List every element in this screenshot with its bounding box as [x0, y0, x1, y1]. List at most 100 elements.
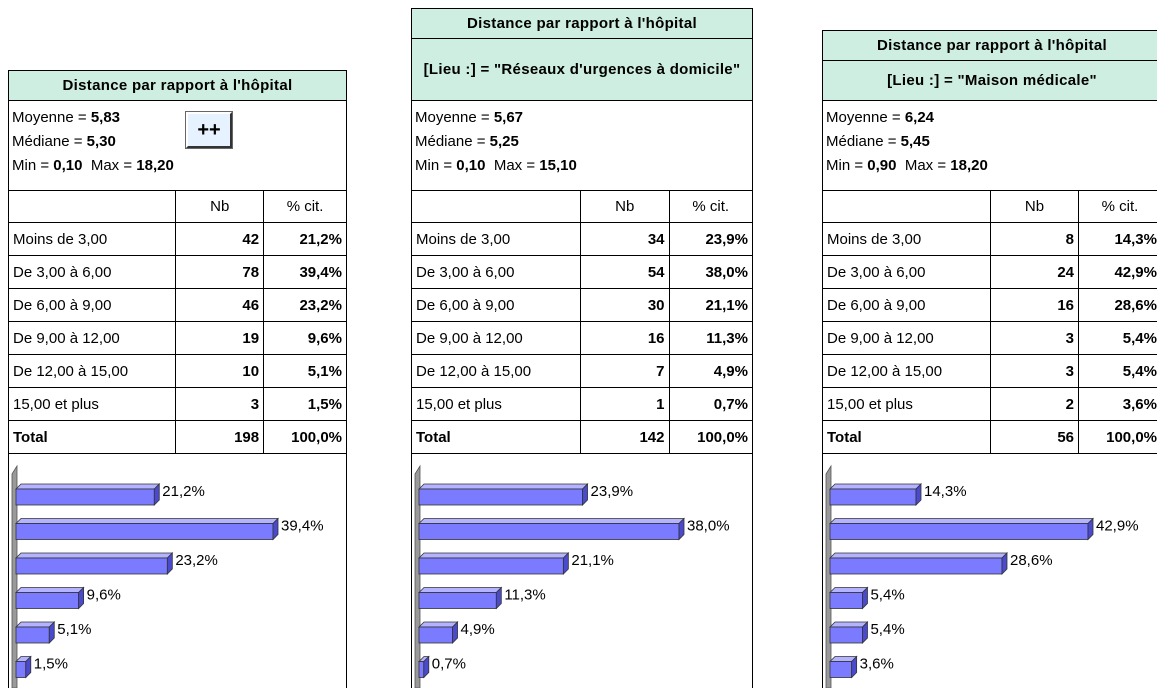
bar-label: 3,6%: [860, 655, 894, 672]
row-label: 15,00 et plus: [7, 387, 177, 421]
count-cell: 78: [175, 255, 265, 289]
bar-side: [862, 586, 868, 610]
header-cell: % cit.: [668, 190, 753, 223]
stats: Moyenne = 5,83 Médiane = 5,30 Min = 0,10 M…: [12, 100, 174, 178]
bar: [15, 592, 80, 609]
percent-cell: 23,2%: [263, 288, 347, 322]
stat-value: 18,20: [950, 157, 988, 174]
stat-value: 5,45: [900, 133, 930, 150]
data-row: De 6,00 à 9,00 46 23,2%: [7, 288, 347, 322]
freq-table: Nb% cit. Moins de 3,00 34 23,9% De 3,00 à 6,…: [411, 190, 753, 454]
row-label: De 6,00 à 9,00: [822, 288, 991, 322]
stat-label: Médiane =: [12, 133, 83, 150]
bar-side: [862, 621, 868, 644]
row-label: De 9,00 à 12,00: [411, 321, 581, 355]
percent-cell: 42,9%: [1078, 255, 1157, 289]
count-cell: 42: [175, 222, 265, 256]
stats-line: Min = 0,10 Max = 18,20: [12, 154, 174, 178]
stats: Moyenne = 5,67 Médiane = 5,25 Min = 0,10 M…: [415, 100, 577, 178]
total-row: Total 56 100,0%: [822, 420, 1157, 454]
data-row: De 9,00 à 12,00 3 5,4%: [822, 321, 1157, 355]
stats-line: Min = 0,10 Max = 15,10: [415, 154, 577, 178]
panel-title: Distance par rapport à l'hôpital: [467, 15, 697, 32]
header-cell: Nb: [175, 190, 265, 223]
percent-cell: 14,3%: [1078, 222, 1157, 256]
stat-value: 5,83: [90, 109, 121, 126]
bar-side: [78, 586, 85, 610]
data-row: De 9,00 à 12,00 19 9,6%: [7, 321, 347, 355]
stat-label: Max =: [493, 157, 536, 174]
bar-label: 5,4%: [870, 586, 904, 603]
stats-line: Min = 0,90 Max = 18,20: [826, 154, 988, 178]
stat-label: Max =: [904, 157, 947, 174]
percent-cell: 0,7%: [668, 387, 753, 421]
data-row: De 3,00 à 6,00 78 39,4%: [7, 255, 347, 289]
stats-line: Médiane = 5,45: [826, 130, 988, 154]
stats-line: Médiane = 5,25: [415, 130, 577, 154]
panel-header: Distance par rapport à l'hôpital [Lieu :]…: [411, 8, 753, 101]
bar-label: 1,5%: [34, 655, 68, 672]
header-row: Nb% cit.: [7, 190, 347, 223]
bar-side: [423, 655, 430, 679]
bar: [418, 626, 453, 644]
row-label: Moins de 3,00: [411, 222, 581, 256]
expand-button[interactable]: ++: [185, 111, 233, 149]
bar-top: [418, 621, 459, 628]
row-label: De 9,00 à 12,00: [7, 321, 177, 355]
bar: [829, 557, 1003, 575]
data-row: 15,00 et plus 2 3,6%: [822, 387, 1157, 421]
bar-group: 21,2%: [15, 483, 205, 506]
percent-cell: 21,2%: [263, 222, 347, 256]
count-cell: 54: [579, 255, 670, 289]
bar: [418, 557, 564, 575]
bar-group: 39,4%: [15, 517, 324, 541]
count-cell: 8: [990, 222, 1079, 256]
row-label: De 9,00 à 12,00: [822, 321, 991, 355]
count-cell: 7: [579, 354, 670, 388]
stat-label: Moyenne =: [415, 109, 490, 126]
data-row: De 9,00 à 12,00 16 11,3%: [411, 321, 753, 355]
percent-cell: 28,6%: [1078, 288, 1157, 322]
stat-value: 0,10: [456, 157, 486, 174]
bar-group: 21,1%: [418, 552, 614, 575]
percent-cell: 23,9%: [668, 222, 753, 256]
count-cell: 2: [990, 387, 1079, 421]
stat-value: 5,67: [493, 109, 524, 126]
bar: [15, 626, 50, 644]
row-label: De 6,00 à 9,00: [411, 288, 581, 322]
header-row: Nb% cit.: [411, 190, 753, 223]
data-row: 15,00 et plus 3 1,5%: [7, 387, 347, 421]
bar-label: 0,7%: [432, 655, 466, 672]
bar-label: 14,3%: [924, 483, 967, 500]
percent-cell: 5,4%: [1078, 354, 1157, 388]
percent-cell: 38,0%: [668, 255, 753, 289]
row-label: De 12,00 à 15,00: [411, 354, 581, 388]
bar: [15, 661, 27, 678]
bar-label: 23,9%: [591, 483, 634, 500]
bar-top: [418, 518, 685, 524]
bar-group: 11,3%: [418, 586, 546, 610]
stat-value: 5,25: [489, 133, 519, 150]
count-cell: 24: [990, 255, 1079, 289]
stat-value: 18,20: [136, 157, 174, 174]
count-cell: 56: [990, 420, 1079, 454]
row-label: Moins de 3,00: [822, 222, 991, 256]
bar-group: 23,9%: [418, 483, 634, 506]
stat-label: Moyenne =: [826, 109, 901, 126]
bar-top: [418, 552, 570, 559]
panel: Distance par rapport à l'hôpital [Lieu :]…: [411, 8, 753, 688]
percent-cell: 100,0%: [263, 420, 347, 454]
row-label: 15,00 et plus: [822, 387, 991, 421]
bar-chart: 21,2% 39,4% 23,2% 9,6% 5,1% 1,5%: [11, 464, 324, 688]
bar-side: [1001, 552, 1008, 575]
row-label: De 3,00 à 6,00: [7, 255, 177, 289]
percent-cell: 100,0%: [668, 420, 753, 454]
header-cell: Nb: [990, 190, 1079, 223]
stats-line: Moyenne = 6,24: [826, 106, 988, 130]
percent-cell: 1,5%: [263, 387, 347, 421]
bar-side: [272, 517, 279, 541]
bar: [418, 523, 680, 540]
header-cell: [411, 190, 581, 223]
row-label: De 6,00 à 9,00: [7, 288, 177, 322]
bar-side: [166, 552, 173, 575]
